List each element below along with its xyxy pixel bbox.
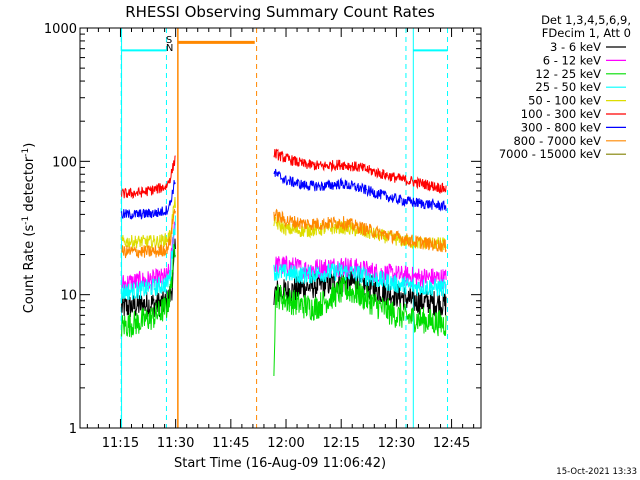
series-6-segment-1 [273, 168, 447, 212]
series-group [121, 148, 447, 377]
x-tick-label-6: 12:45 [433, 436, 470, 451]
y-tick-label-3: 1000 [44, 22, 77, 37]
series-3-segment-1 [273, 262, 447, 297]
plot-frame [79, 27, 482, 429]
n-label: N [166, 43, 173, 54]
series-7-segment-1 [273, 208, 447, 253]
y-axis-label: Count Rate (s-1 detector-1) [21, 143, 37, 314]
y-label-part-2: detector [22, 156, 37, 216]
legend-label-5: 100 - 300 keV [521, 107, 601, 121]
x-tick-label-4: 12:15 [322, 436, 359, 451]
legend-header-line-2: FDecim 1, Att 0 [542, 26, 631, 40]
series-5-segment-1 [273, 148, 447, 195]
y-tick-label-1: 10 [60, 289, 77, 304]
series-7-segment-0 [121, 209, 176, 259]
series-2-segment-0 [121, 243, 176, 338]
legend: Det 1,3,4,5,6,9, FDecim 1, Att 0 3 - 6 k… [499, 13, 631, 161]
series-3-segment-0 [121, 215, 176, 300]
x-tick-label-2: 11:45 [212, 436, 249, 451]
s-label: S [166, 35, 172, 46]
y-label-part-1: Count Rate (s [22, 225, 37, 314]
x-tick-label-0: 11:15 [102, 436, 139, 451]
y-label-part-3: ) [22, 143, 37, 148]
y-tick-label-0: 1 [69, 422, 77, 437]
y-tick-label-2: 100 [52, 155, 77, 170]
x-axis-label: Start Time (16-Aug-09 11:06:42) [174, 456, 386, 471]
y-label-exponent-1: -1 [21, 216, 31, 225]
legend-label-1: 6 - 12 keV [543, 53, 601, 67]
legend-label-4: 50 - 100 keV [528, 94, 601, 108]
legend-label-2: 12 - 25 keV [535, 67, 601, 81]
series-6-segment-0 [121, 179, 176, 220]
series-1-segment-0 [121, 221, 176, 294]
legend-label-6: 300 - 800 keV [521, 120, 601, 134]
legend-header-line-1: Det 1,3,4,5,6,9, [541, 13, 631, 27]
chart-title: RHESSI Observing Summary Count Rates [125, 3, 435, 21]
legend-label-7: 800 - 7000 keV [513, 134, 601, 148]
x-tick-label-1: 11:30 [157, 436, 194, 451]
overlays [120, 28, 449, 428]
x-tick-label-5: 12:30 [378, 436, 415, 451]
y-label-exponent-2: -1 [21, 148, 31, 157]
series-4-segment-0 [121, 196, 176, 250]
series-0-segment-2 [413, 287, 447, 317]
series-5-segment-0 [121, 155, 176, 200]
axes: 1 10 100 1000 11:15 11:30 11:45 12:00 12:15 12:30… [44, 22, 482, 451]
series-2-segment-1 [273, 276, 447, 377]
legend-label-0: 3 - 6 keV [550, 40, 601, 54]
legend-label-8: 7000 - 15000 keV [499, 147, 601, 161]
x-tick-label-3: 12:00 [267, 436, 304, 451]
timestamp: 15-Oct-2021 13:33 [556, 467, 637, 477]
legend-label-3: 25 - 50 keV [535, 80, 601, 94]
